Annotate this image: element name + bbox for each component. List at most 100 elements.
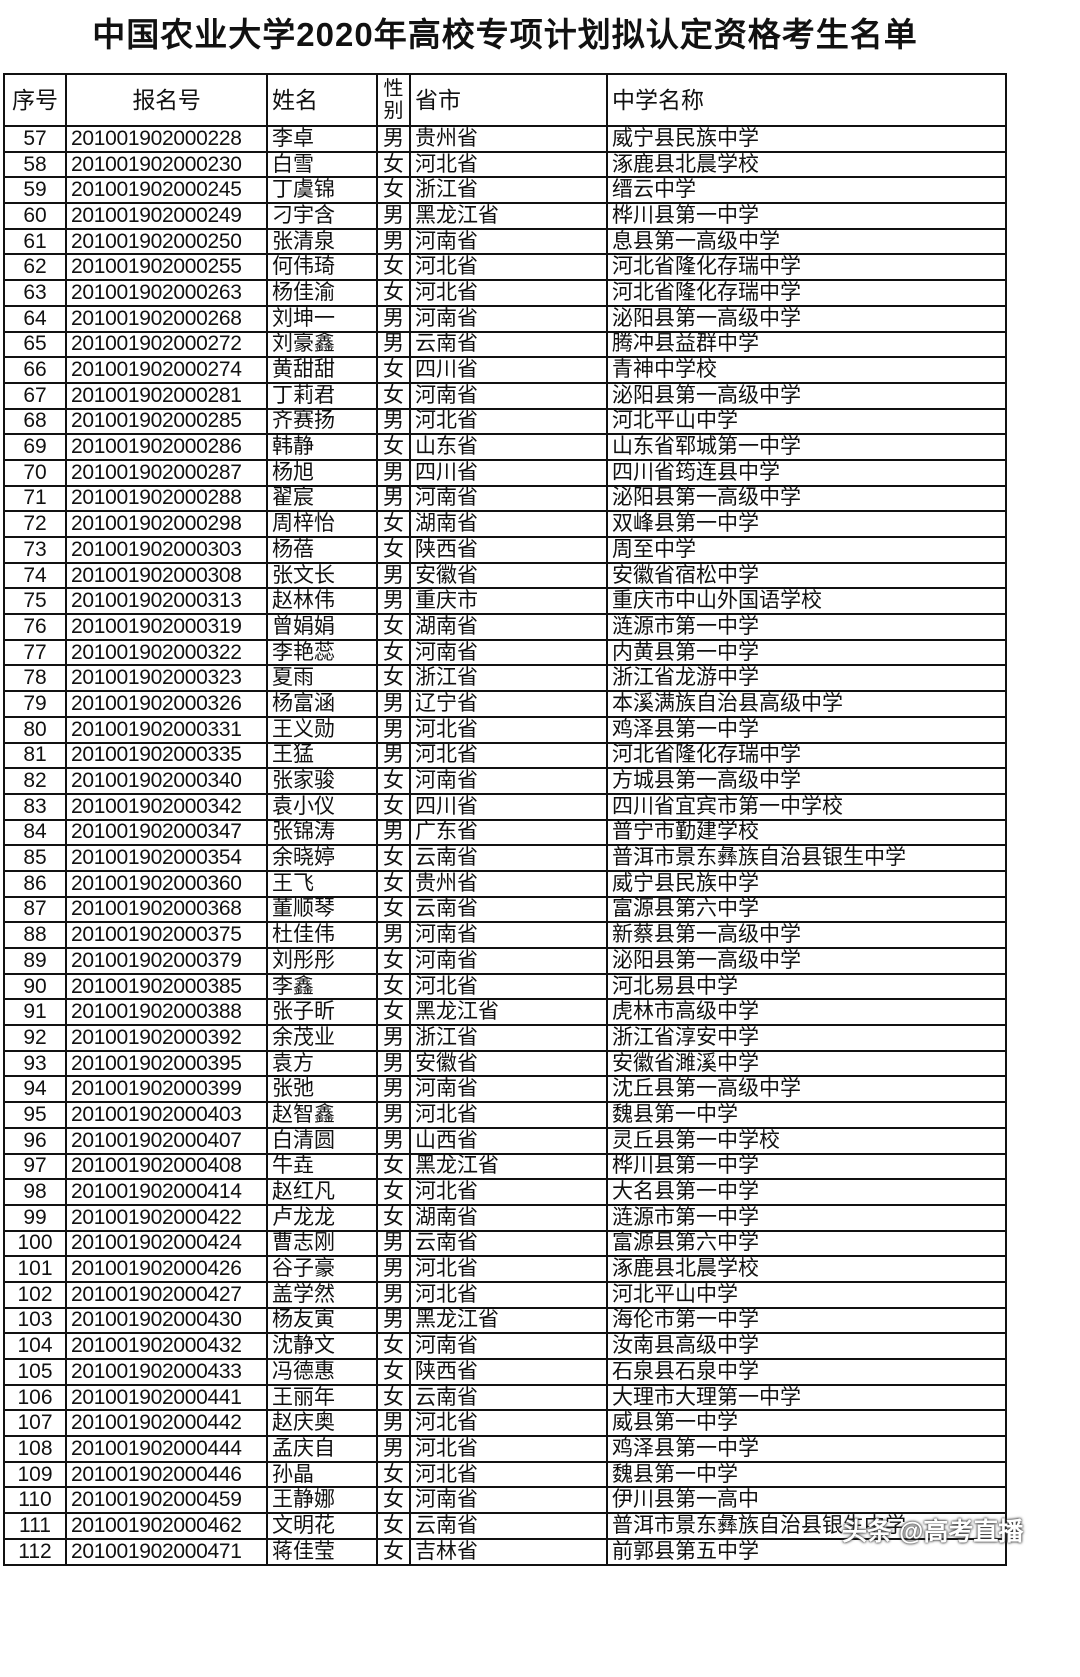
cell-gender: 女 bbox=[376, 1178, 411, 1206]
watermark: 头条 @高考直播 bbox=[842, 1518, 1024, 1546]
cell-name: 王猛 bbox=[266, 741, 378, 770]
cell-name: 张家骏 bbox=[266, 767, 378, 795]
cell-gender: 男 bbox=[376, 690, 411, 718]
cell-registration-number: 201001902000459 bbox=[65, 1486, 268, 1515]
cell-name: 刘彤彤 bbox=[266, 947, 378, 975]
cell-name: 张文长 bbox=[266, 561, 378, 590]
cell-school: 安徽省宿松中学 bbox=[606, 561, 1007, 590]
cell-province: 河北省 bbox=[409, 1101, 608, 1129]
cell-name: 余茂业 bbox=[266, 1024, 378, 1052]
cell-name: 冯德惠 bbox=[266, 1358, 378, 1386]
cell-registration-number: 201001902000308 bbox=[65, 561, 268, 590]
cell-registration-number: 201001902000263 bbox=[65, 279, 268, 307]
table-row: 76 201001902000319 曾娟娟女湖南省 涟源市第一中学 bbox=[3, 613, 1007, 641]
cell-name: 翟宸 bbox=[266, 484, 378, 513]
cell-province: 河北省 bbox=[409, 715, 608, 744]
cell-index: 71 bbox=[3, 484, 67, 513]
cell-registration-number: 201001902000422 bbox=[65, 1203, 268, 1232]
cell-index: 104 bbox=[3, 1332, 67, 1360]
table-row: 81 201001902000335 王猛男河北省 河北省隆化存瑞中学 bbox=[3, 741, 1007, 770]
cell-name: 蒋佳莹 bbox=[266, 1537, 378, 1566]
cell-index: 93 bbox=[3, 1049, 67, 1078]
table-row: 80 201001902000331 王义勋男河北省 鸡泽县第一中学 bbox=[3, 715, 1007, 744]
cell-registration-number: 201001902000414 bbox=[65, 1178, 268, 1206]
cell-name: 曾娟娟 bbox=[266, 613, 378, 641]
cell-gender: 男 bbox=[376, 818, 411, 847]
cell-registration-number: 201001902000395 bbox=[65, 1049, 268, 1078]
cell-school: 安徽省濉溪中学 bbox=[606, 1049, 1007, 1078]
cell-gender: 男 bbox=[376, 1409, 411, 1438]
cell-registration-number: 201001902000379 bbox=[65, 947, 268, 975]
cell-index: 79 bbox=[3, 690, 67, 718]
table-row: 84 201001902000347 张锦涛男广东省 普宁市勤建学校 bbox=[3, 818, 1007, 847]
cell-province: 云南省 bbox=[409, 1383, 608, 1412]
cell-registration-number: 201001902000228 bbox=[65, 125, 268, 153]
cell-gender: 男 bbox=[376, 458, 411, 487]
table-row: 94 201001902000399 张弛男河南省 沈丘县第一高级中学 bbox=[3, 1075, 1007, 1104]
cell-registration-number: 201001902000430 bbox=[65, 1306, 268, 1335]
cell-name: 丁莉君 bbox=[266, 381, 378, 410]
cell-name: 沈静文 bbox=[266, 1332, 378, 1360]
cell-gender: 女 bbox=[376, 279, 411, 307]
cell-name: 董顺琴 bbox=[266, 895, 378, 924]
cell-province: 安徽省 bbox=[409, 561, 608, 590]
cell-school: 大名县第一中学 bbox=[606, 1178, 1007, 1206]
cell-province: 河南省 bbox=[409, 1332, 608, 1360]
cell-index: 81 bbox=[3, 741, 67, 770]
cell-gender: 女 bbox=[376, 1332, 411, 1360]
table-row: 79 201001902000326 杨富涵男辽宁省 本溪满族自治县高级中学 bbox=[3, 690, 1007, 718]
cell-name: 牛垚 bbox=[266, 1152, 378, 1181]
cell-province: 河北省 bbox=[409, 1280, 608, 1309]
cell-province: 河北省 bbox=[409, 1409, 608, 1438]
cell-gender: 男 bbox=[376, 1229, 411, 1258]
cell-gender: 男 bbox=[376, 304, 411, 333]
cell-province: 河南省 bbox=[409, 227, 608, 256]
header-gender: 性别 bbox=[376, 73, 411, 127]
table-row: 63 201001902000263 杨佳渝女河北省 河北省隆化存瑞中学 bbox=[3, 279, 1007, 307]
cell-registration-number: 201001902000426 bbox=[65, 1255, 268, 1283]
cell-index: 59 bbox=[3, 176, 67, 205]
cell-school: 浙江省淳安中学 bbox=[606, 1024, 1007, 1052]
table-row: 71 201001902000288 翟宸男河南省 泌阳县第一高级中学 bbox=[3, 484, 1007, 513]
cell-province: 河北省 bbox=[409, 407, 608, 436]
cell-registration-number: 201001902000303 bbox=[65, 536, 268, 564]
table-row: 110 201001902000459 王静娜女河南省 伊川县第一高中 bbox=[3, 1486, 1007, 1515]
cell-school: 河北省隆化存瑞中学 bbox=[606, 279, 1007, 307]
table-row: 62 201001902000255 何伟琦女河北省 河北省隆化存瑞中学 bbox=[3, 253, 1007, 282]
cell-name: 刘豪鑫 bbox=[266, 330, 378, 359]
cell-province: 浙江省 bbox=[409, 664, 608, 693]
cell-index: 76 bbox=[3, 613, 67, 641]
cell-registration-number: 201001902000286 bbox=[65, 433, 268, 461]
table-row: 95 201001902000403 赵智鑫男河北省 魏县第一中学 bbox=[3, 1101, 1007, 1129]
cell-registration-number: 201001902000392 bbox=[65, 1024, 268, 1052]
header-registration-number: 报名号 bbox=[65, 73, 268, 127]
cell-registration-number: 201001902000471 bbox=[65, 1537, 268, 1566]
cell-name: 孙晶 bbox=[266, 1460, 378, 1489]
cell-name: 李卓 bbox=[266, 125, 378, 153]
cell-registration-number: 201001902000340 bbox=[65, 767, 268, 795]
cell-name: 王飞 bbox=[266, 869, 378, 898]
cell-province: 安徽省 bbox=[409, 1049, 608, 1078]
cell-gender: 男 bbox=[376, 1306, 411, 1335]
cell-school: 鸡泽县第一中学 bbox=[606, 715, 1007, 744]
cell-province: 河北省 bbox=[409, 253, 608, 282]
cell-index: 62 bbox=[3, 253, 67, 282]
cell-gender: 女 bbox=[376, 613, 411, 641]
cell-gender: 男 bbox=[376, 125, 411, 153]
cell-index: 86 bbox=[3, 869, 67, 898]
cell-name: 曹志刚 bbox=[266, 1229, 378, 1258]
table-row: 108 201001902000444 孟庆自男河北省 鸡泽县第一中学 bbox=[3, 1435, 1007, 1463]
cell-province: 云南省 bbox=[409, 1512, 608, 1540]
cell-name: 王丽年 bbox=[266, 1383, 378, 1412]
cell-gender: 男 bbox=[376, 921, 411, 949]
cell-index: 57 bbox=[3, 125, 67, 153]
cell-index: 97 bbox=[3, 1152, 67, 1181]
cell-province: 贵州省 bbox=[409, 869, 608, 898]
cell-index: 77 bbox=[3, 638, 67, 667]
cell-school: 普洱市景东彝族自治县银生中学 bbox=[606, 844, 1007, 872]
cell-province: 陕西省 bbox=[409, 1358, 608, 1386]
cell-name: 韩静 bbox=[266, 433, 378, 461]
cell-school: 本溪满族自治县高级中学 bbox=[606, 690, 1007, 718]
cell-province: 浙江省 bbox=[409, 176, 608, 205]
cell-name: 赵林伟 bbox=[266, 587, 378, 616]
